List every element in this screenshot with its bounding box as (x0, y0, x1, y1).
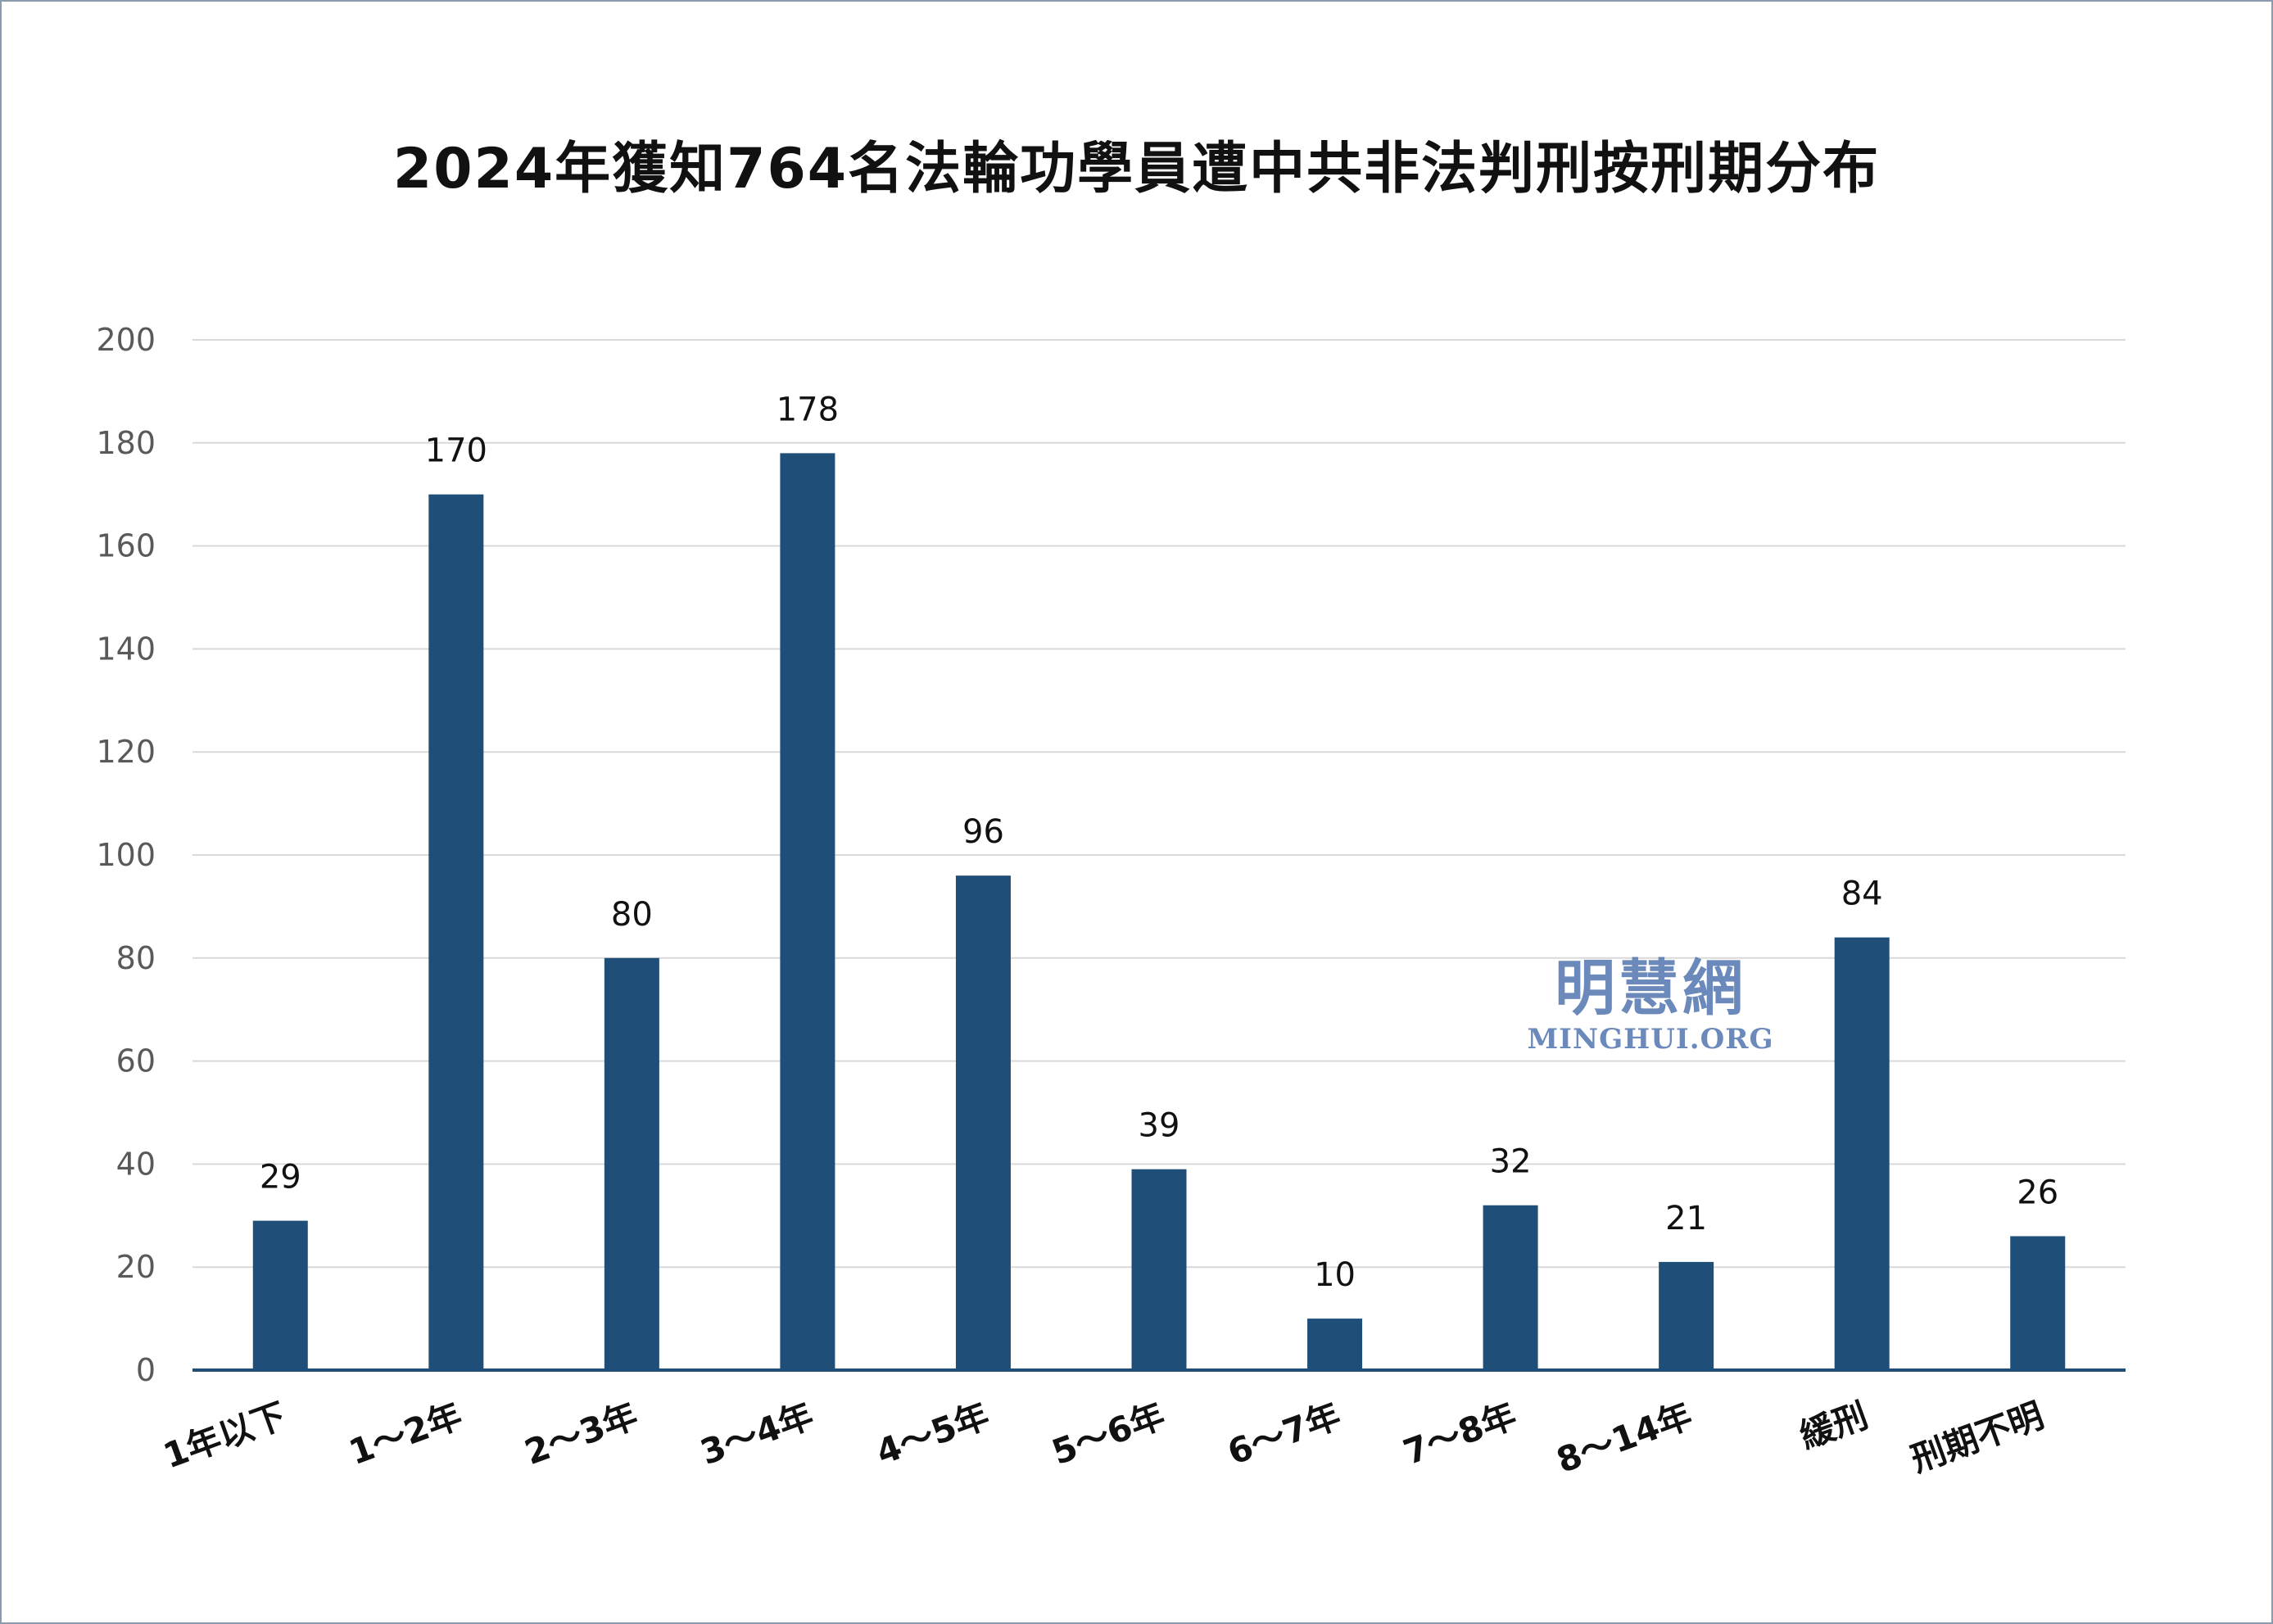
bar (1659, 1261, 1714, 1370)
chart-title: 2024年獲知764名法輪功學員遭中共非法判刑按刑期分布 (392, 137, 1881, 201)
y-tick-label: 140 (96, 631, 156, 667)
data-label: 178 (777, 391, 839, 428)
x-tick-label: 5～6年 (1047, 1395, 1170, 1472)
bar (428, 494, 484, 1371)
bar (955, 875, 1011, 1370)
data-label: 84 (1841, 875, 1883, 913)
data-label: 32 (1490, 1143, 1532, 1181)
y-tick-label: 0 (136, 1352, 156, 1388)
y-tick-label: 120 (96, 734, 156, 770)
x-tick-label: 1年以下 (158, 1395, 292, 1476)
y-tick-label: 180 (96, 425, 156, 461)
data-label: 96 (962, 813, 1004, 851)
x-tick-label: 7～8年 (1398, 1395, 1522, 1472)
bar (2010, 1236, 2066, 1370)
bar (780, 453, 835, 1370)
bar (1834, 937, 1890, 1370)
data-label: 80 (611, 896, 653, 934)
y-tick-label: 160 (96, 528, 156, 564)
y-tick-label: 200 (96, 322, 156, 358)
bar (1131, 1169, 1187, 1370)
y-tick-label: 20 (116, 1249, 156, 1285)
x-tick-label: 8～14年 (1551, 1395, 1697, 1481)
x-tick-label: 1～2年 (344, 1395, 468, 1472)
bar (1307, 1319, 1363, 1370)
x-tick-label: 6～7年 (1222, 1395, 1346, 1472)
minghui-watermark: 明慧網 MINGHUI.ORG (1499, 954, 1802, 1056)
data-label: 29 (260, 1159, 301, 1197)
y-tick-label: 80 (116, 940, 156, 976)
x-tick-label: 2～3年 (519, 1395, 643, 1472)
bar (604, 957, 659, 1370)
x-tick-label: 緩刑 (1795, 1395, 1873, 1456)
y-tick-label: 40 (116, 1146, 156, 1182)
data-label: 39 (1139, 1107, 1180, 1145)
data-label: 170 (425, 432, 487, 470)
x-tick-label: 4～5年 (871, 1395, 994, 1472)
bar (1483, 1205, 1538, 1370)
y-tick-label: 100 (96, 837, 156, 873)
x-tick-label: 刑期不明 (1906, 1395, 2049, 1480)
data-label: 10 (1314, 1256, 1356, 1294)
data-label: 26 (2017, 1174, 2058, 1211)
bar (252, 1220, 308, 1370)
data-label: 21 (1665, 1200, 1707, 1237)
watermark-name-en: MINGHUI.ORG (1527, 1023, 1774, 1056)
y-tick-label: 60 (116, 1043, 156, 1079)
watermark-name-cn: 明慧網 (1555, 953, 1746, 1024)
x-tick-label: 3～4年 (695, 1395, 819, 1472)
